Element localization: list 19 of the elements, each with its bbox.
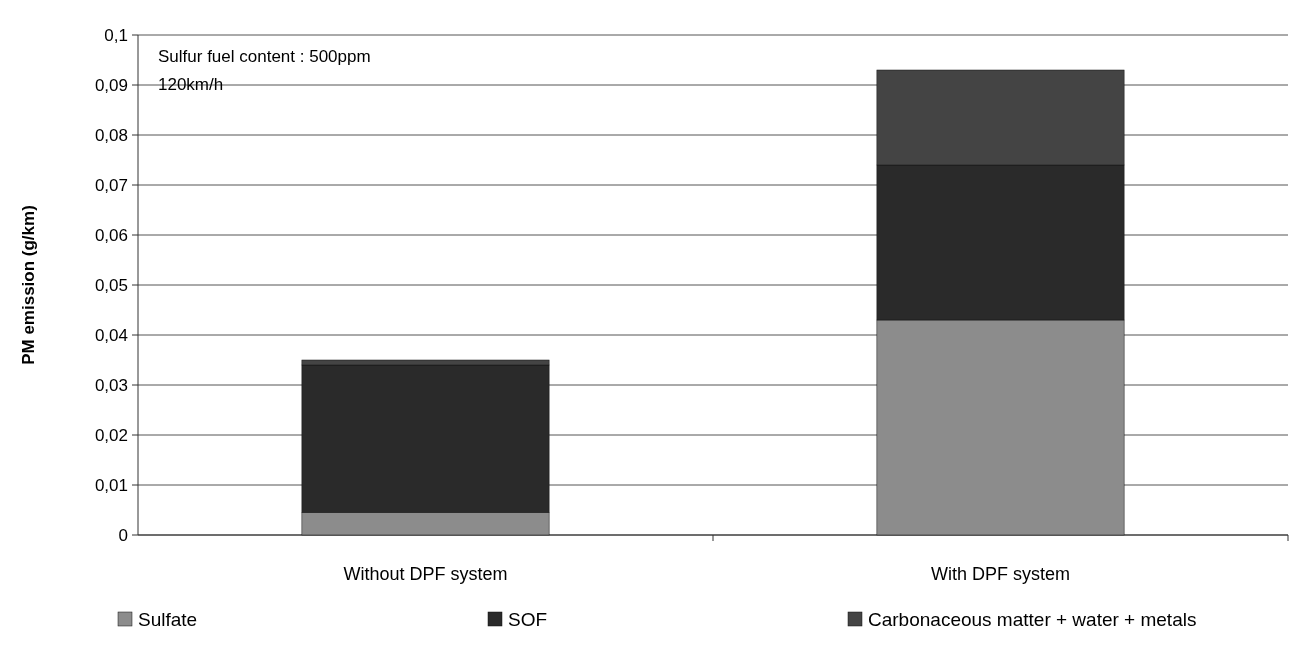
- y-tick-label: 0,03: [94, 375, 128, 395]
- y-tick-label: 0,06: [94, 225, 128, 245]
- y-tick-label: 0,09: [94, 75, 128, 95]
- x-tick-label: Without DPF system: [343, 564, 508, 584]
- x-tick-label: With DPF system: [930, 564, 1071, 584]
- y-axis-title: PM emission (g/km): [19, 205, 38, 365]
- annotation: 120km/h: [158, 75, 224, 94]
- legend-label: Sulfate: [138, 608, 198, 630]
- y-tick-label: 0,07: [94, 175, 128, 195]
- legend-label: Carbonaceous matter + water + metals: [868, 608, 1197, 630]
- y-tick-label: 0,04: [94, 325, 128, 345]
- annotation: Sulfur fuel content : 500ppm: [158, 47, 371, 66]
- y-tick-label: 0,08: [94, 125, 128, 145]
- y-tick-label: 0,1: [104, 25, 128, 45]
- legend-label: SOF: [508, 608, 548, 630]
- y-tick-label: 0: [118, 525, 128, 545]
- y-tick-label: 0,02: [94, 425, 128, 445]
- y-tick-label: 0,05: [94, 275, 128, 295]
- y-tick-label: 0,01: [94, 475, 128, 495]
